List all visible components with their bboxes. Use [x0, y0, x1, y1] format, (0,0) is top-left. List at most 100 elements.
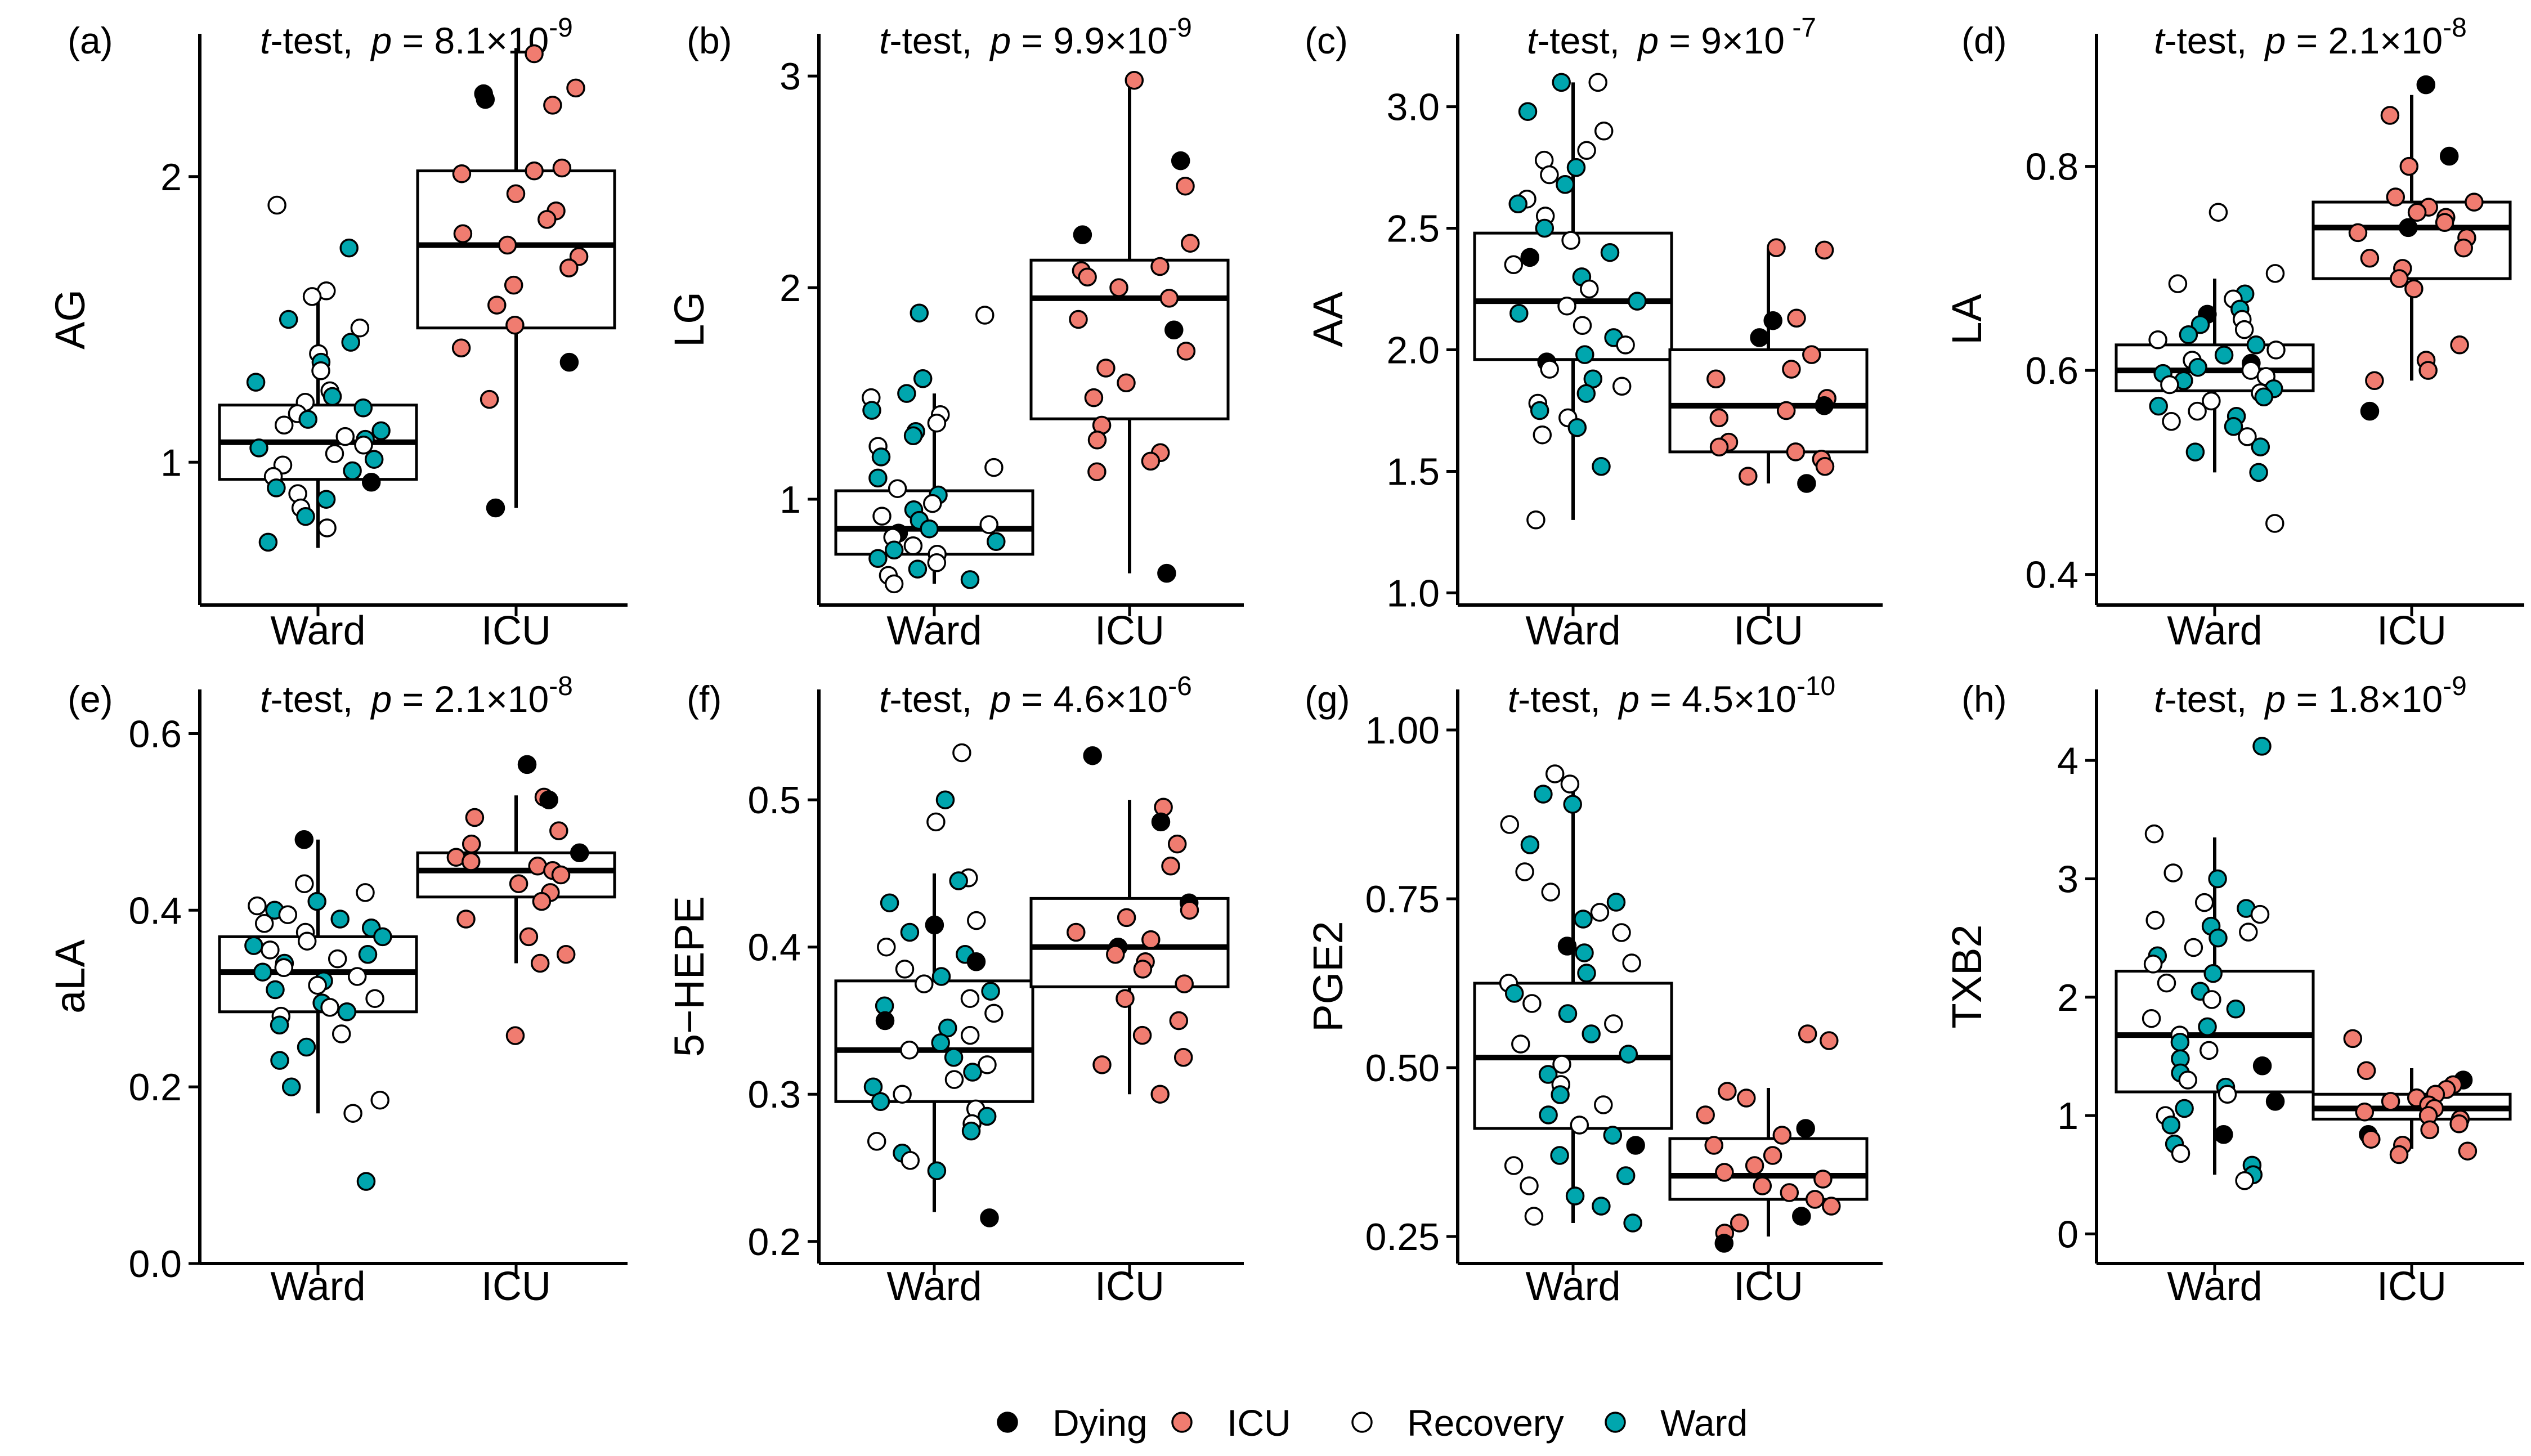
data-point [274, 415, 294, 435]
y-tick-label: 1.5 [1386, 450, 1440, 493]
data-point [1792, 1207, 1811, 1226]
chart-panel-pge2: 0.25 0.50 0.75 1.00 Ward ICU PGE2 (g) t-test, p … [1305, 671, 1883, 1309]
data-point [1141, 451, 1161, 471]
y-axis-title: AA [1305, 292, 1351, 347]
data-point [884, 540, 904, 560]
data-point [330, 910, 350, 929]
data-point [2198, 1017, 2217, 1037]
data-point [2234, 320, 2254, 339]
data-point [2235, 1171, 2254, 1190]
y-tick-label: 0.6 [128, 713, 182, 755]
title-test: -test, [270, 678, 363, 720]
data-point [1515, 862, 1534, 881]
data-point [1545, 764, 1565, 783]
data-point [1573, 316, 1592, 335]
data-point [1084, 388, 1104, 407]
data-point [2175, 1099, 2194, 1118]
data-point [552, 158, 572, 178]
data-point [354, 436, 373, 455]
data-point [1511, 1034, 1530, 1054]
data-point [2209, 203, 2228, 222]
data-point [1520, 835, 1540, 854]
data-point [2380, 106, 2400, 125]
data-point [570, 843, 589, 863]
data-point [559, 258, 579, 277]
data-point [487, 295, 507, 315]
panel-label: (a) [68, 20, 113, 61]
data-point [371, 421, 391, 441]
data-point [1813, 1170, 1833, 1189]
title-t: t [1508, 678, 1520, 720]
y-tick-label: 1.00 [1365, 709, 1440, 752]
data-point [1592, 1197, 1611, 1216]
data-point [2251, 437, 2270, 456]
title-p-value: = 8.1×10 [392, 20, 549, 61]
data-point [246, 373, 266, 392]
data-point [1730, 1213, 1749, 1233]
data-point [2194, 893, 2214, 912]
data-point [1530, 401, 1549, 420]
data-point [1786, 442, 1806, 462]
data-point [1524, 1207, 1544, 1226]
data-point [370, 1090, 389, 1110]
data-point [2161, 1115, 2181, 1135]
data-point [278, 905, 298, 924]
data-point [325, 444, 344, 463]
data-point [2355, 1103, 2375, 1122]
y-axis-title: 5−HEPE [666, 896, 713, 1057]
data-point [949, 871, 968, 890]
data-point [1150, 1085, 1170, 1104]
data-point [566, 78, 585, 98]
data-point [981, 982, 1000, 1001]
data-point [1073, 225, 1092, 244]
data-point [1083, 746, 1102, 765]
data-point [281, 1077, 301, 1096]
title-p-exponent: -6 [1168, 671, 1192, 701]
data-point [1106, 945, 1125, 964]
data-point [2416, 75, 2436, 95]
panel-label: (g) [1305, 678, 1350, 720]
data-point [1782, 360, 1801, 379]
y-tick-label: 0.2 [747, 1221, 801, 1264]
data-point [2365, 371, 2384, 391]
data-point [1504, 984, 1524, 1003]
data-point [1704, 1136, 1723, 1155]
data-point [453, 224, 473, 244]
data-point [1815, 396, 1834, 415]
data-point [543, 96, 562, 115]
data-point [2250, 904, 2270, 924]
data-point [1612, 377, 1632, 396]
data-point [267, 195, 286, 215]
data-point [1504, 255, 1524, 275]
title-test: -test, [889, 20, 982, 61]
data-point [2265, 264, 2285, 283]
y-tick-label: 2 [160, 156, 182, 199]
data-point [1132, 1025, 1152, 1045]
legend-label: Ward [1660, 1402, 1748, 1444]
legend-marker [1171, 1412, 1193, 1433]
data-point [1175, 974, 1194, 993]
title-p-value: = 4.5×10 [1639, 678, 1797, 720]
data-point [294, 830, 314, 849]
y-tick-label: 0.75 [1365, 878, 1440, 921]
data-point [979, 515, 998, 534]
panel-title: t-test, p = 1.8×10-9 [2154, 671, 2467, 720]
legend: Dying ICU Recovery Ward [997, 1402, 1748, 1444]
data-point [1561, 231, 1580, 250]
legend-marker [1351, 1412, 1373, 1433]
data-point [2202, 990, 2221, 1009]
title-t: t [2154, 678, 2166, 720]
data-point [2178, 1070, 2197, 1090]
data-point [350, 318, 370, 338]
data-point [519, 927, 539, 947]
data-point [361, 473, 381, 492]
legend-item-ward: Ward [1605, 1402, 1748, 1444]
y-tick-label: 1 [2057, 1095, 2078, 1137]
data-point [258, 532, 278, 552]
data-point [1628, 292, 1647, 311]
data-point [1565, 1186, 1585, 1206]
data-point [1714, 1234, 1734, 1253]
data-point [532, 891, 552, 911]
data-point [1087, 462, 1107, 481]
